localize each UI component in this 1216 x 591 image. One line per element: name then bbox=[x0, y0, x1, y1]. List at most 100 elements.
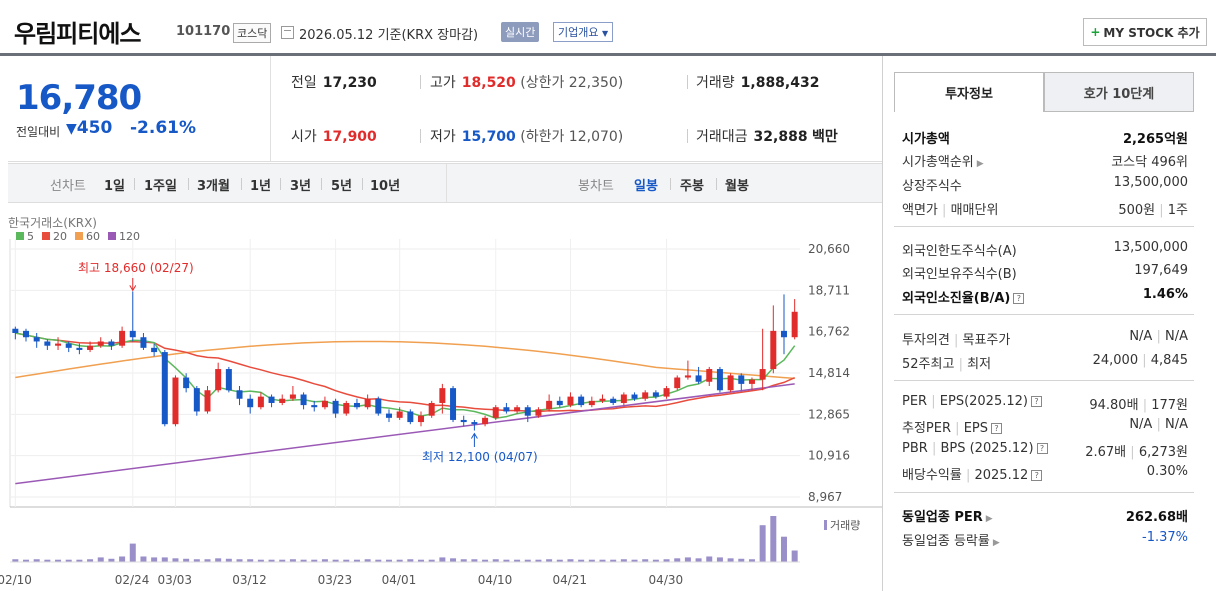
candle bbox=[482, 417, 489, 425]
candle bbox=[23, 330, 30, 338]
realtime-button[interactable]: 실시간 bbox=[501, 22, 540, 42]
volume-bar bbox=[385, 559, 392, 562]
volume-bar bbox=[631, 559, 638, 562]
help-icon[interactable]: ? bbox=[1013, 293, 1025, 304]
foreign-limit-label: 외국인한도주식수(A) bbox=[902, 244, 1017, 259]
help-icon[interactable]: ? bbox=[1030, 396, 1042, 407]
line-chart-label: 선차트 bbox=[50, 179, 86, 194]
help-icon[interactable]: ? bbox=[1031, 470, 1043, 481]
candle bbox=[770, 330, 777, 370]
divider bbox=[280, 178, 281, 190]
x-tick-label: 03/12 bbox=[232, 573, 267, 587]
candle bbox=[759, 369, 766, 380]
tab-quote-10[interactable]: 호가 10단계 bbox=[1044, 72, 1194, 112]
volume-bar bbox=[695, 558, 702, 562]
volume-bar bbox=[556, 559, 563, 562]
divider bbox=[687, 129, 688, 143]
candle-daily[interactable]: 일봉 bbox=[634, 179, 658, 194]
sector-change-row[interactable]: 동일업종 등락률 ▶ -1.37% bbox=[902, 530, 1188, 552]
candle-monthly[interactable]: 월봉 bbox=[725, 179, 749, 194]
divider: | bbox=[1156, 329, 1161, 344]
volume-bar bbox=[428, 559, 435, 562]
tab-invest-info[interactable]: 투자정보 bbox=[894, 72, 1044, 112]
add-mystock-button[interactable]: + MY STOCK 추가 bbox=[1083, 18, 1207, 46]
volume-bar bbox=[12, 559, 19, 562]
volume-label: 거래량 bbox=[696, 75, 735, 91]
pbr-row: PBR | BPS (2025.12)? 2.67배 | 6,273원 bbox=[902, 441, 1188, 463]
trade-amount: 거래대금 32,888 백만 bbox=[696, 126, 838, 146]
divider bbox=[894, 380, 1194, 381]
candle bbox=[44, 341, 51, 346]
low-price: 저가 15,700 (하한가 12,070) bbox=[430, 126, 623, 146]
x-tick-label: 04/10 bbox=[478, 573, 513, 587]
divider: | bbox=[953, 333, 959, 348]
candle bbox=[450, 388, 457, 420]
opinion-value-text: N/A bbox=[1129, 329, 1153, 344]
volume-bar bbox=[76, 559, 83, 562]
volume-bar bbox=[321, 559, 328, 562]
candle bbox=[738, 375, 745, 384]
period-1y[interactable]: 1년 bbox=[250, 179, 272, 194]
volume-bar bbox=[183, 558, 190, 562]
opinion-value: N/A | N/A bbox=[1129, 329, 1188, 344]
period-5y[interactable]: 5년 bbox=[331, 179, 353, 194]
par-value: 500원 | 1주 bbox=[1118, 199, 1188, 218]
period-1w[interactable]: 1주일 bbox=[144, 179, 177, 194]
volume-bar bbox=[151, 557, 158, 562]
company-overview-dropdown[interactable]: 기업개요 ▼ bbox=[553, 22, 614, 42]
volume-bar bbox=[108, 558, 115, 562]
volume-bar bbox=[599, 559, 606, 562]
divider bbox=[134, 178, 135, 190]
volume-bar bbox=[375, 559, 382, 562]
volume-bar bbox=[652, 559, 659, 562]
chart-period-bar: 선차트 1일 1주일 3개월 1년 3년 5년 10년 봉차트 일봉 주봉 월봉 bbox=[8, 163, 882, 203]
candlestick-chart[interactable]: 20,660 18,711 16,762 14,814 12,865 10,916 8,96… bbox=[0, 204, 882, 591]
help-icon[interactable]: ? bbox=[991, 423, 1002, 434]
period-3m[interactable]: 3개월 bbox=[197, 179, 230, 194]
volume-bar bbox=[364, 559, 371, 562]
divider bbox=[687, 75, 688, 89]
volume-bar bbox=[578, 559, 585, 562]
divider: | bbox=[1130, 445, 1135, 460]
help-icon[interactable]: ? bbox=[1036, 443, 1048, 454]
volume-bar bbox=[332, 559, 339, 562]
volume-bar bbox=[610, 559, 617, 562]
candle bbox=[791, 311, 798, 338]
period-10y[interactable]: 10년 bbox=[370, 179, 401, 194]
legend-ma5-label: 5 bbox=[27, 230, 34, 243]
invest-panel: 투자정보 호가 10단계 시가총액 2,265억원 시가총액순위 ▶ 코스닥 496위… bbox=[894, 72, 1194, 591]
dividend-label: 배당수익률 | 2025.12? bbox=[902, 464, 1043, 483]
divider bbox=[716, 178, 717, 190]
candle bbox=[418, 415, 425, 423]
volume-bar bbox=[193, 559, 200, 562]
est-per-value: N/A | N/A bbox=[1129, 417, 1188, 432]
ma20-line bbox=[15, 332, 796, 413]
chart-source: 한국거래소(KRX) bbox=[8, 216, 97, 230]
volume-bar bbox=[716, 557, 723, 562]
sector-per-row[interactable]: 동일업종 PER ▶ 262.68배 bbox=[902, 506, 1188, 528]
period-1d[interactable]: 1일 bbox=[104, 179, 126, 194]
market-cap-rank-row[interactable]: 시가총액순위 ▶ 코스닥 496위 bbox=[902, 151, 1188, 173]
dividend-value: 0.30% bbox=[1146, 464, 1188, 479]
candle bbox=[55, 343, 62, 346]
ma60-line bbox=[15, 340, 795, 380]
volume-bar bbox=[418, 559, 425, 562]
candle bbox=[12, 328, 19, 333]
shares-label: 상장주식수 bbox=[902, 179, 962, 194]
candle bbox=[65, 343, 72, 348]
volume-bar bbox=[524, 559, 531, 562]
market-cap-label: 시가총액 bbox=[902, 132, 950, 147]
volume-bar bbox=[759, 525, 766, 562]
candle-weekly[interactable]: 주봉 bbox=[680, 179, 704, 194]
market-badge: 코스닥 bbox=[233, 23, 272, 43]
legend-ma60: 60 bbox=[75, 230, 100, 243]
candle bbox=[642, 392, 649, 399]
candle bbox=[375, 398, 382, 414]
volume-bar bbox=[727, 558, 734, 562]
volume-bar bbox=[567, 559, 574, 562]
volume-bar bbox=[663, 559, 670, 562]
candle bbox=[289, 394, 296, 399]
period-3y[interactable]: 3년 bbox=[290, 179, 312, 194]
foreign-limit-row: 외국인한도주식수(A) 13,500,000 bbox=[902, 240, 1188, 262]
sector-change-value: -1.37% bbox=[1142, 530, 1188, 545]
